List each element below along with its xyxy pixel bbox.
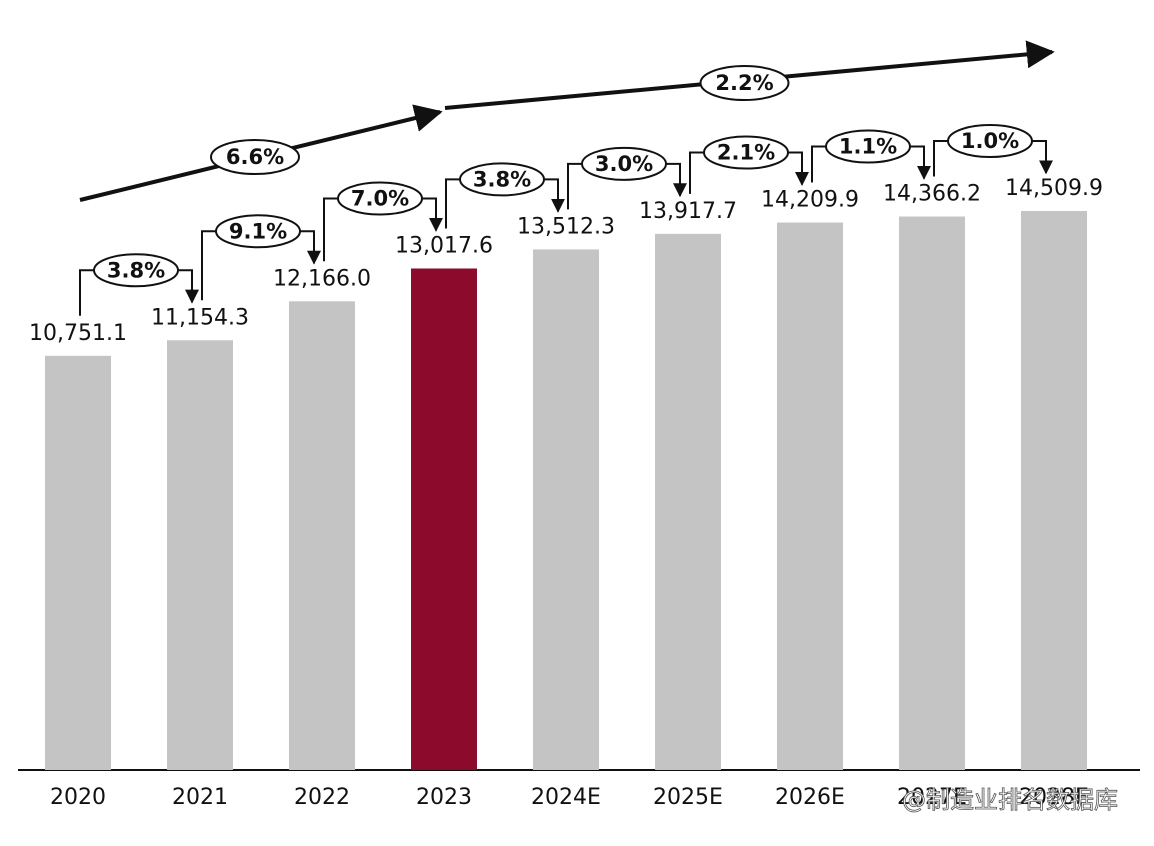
- bar: [1021, 211, 1087, 770]
- watermark: @制造业排名数据库: [902, 786, 1118, 814]
- bar: [655, 233, 721, 770]
- bar: [45, 355, 111, 770]
- x-tick-label: 2028E: [1019, 785, 1089, 810]
- growth-label: 3.0%: [595, 152, 653, 176]
- cagr-badge: [210, 139, 300, 175]
- value-label: 14,509.9: [1005, 176, 1103, 201]
- x-tick-label: 2027E: [897, 785, 967, 810]
- bar: [289, 301, 355, 770]
- value-label: 10,751.1: [29, 321, 127, 346]
- cagr-badge: [699, 65, 790, 101]
- bar: [411, 268, 477, 770]
- cagr-label: 2.2%: [715, 71, 773, 95]
- bar: [533, 249, 599, 770]
- x-tick-label: 2022: [294, 785, 350, 810]
- value-label: 14,366.2: [883, 182, 981, 207]
- growth-label: 7.0%: [351, 186, 409, 210]
- growth-badge: [93, 253, 179, 288]
- value-label: 14,209.9: [761, 188, 859, 213]
- x-tick-label: 2025E: [653, 785, 723, 810]
- value-label: 12,166.0: [273, 266, 371, 291]
- growth-badge: [947, 124, 1033, 158]
- bar: [899, 216, 965, 770]
- x-tick-label: 2023: [416, 785, 472, 810]
- x-tick-label: 2026E: [775, 785, 845, 810]
- growth-badge: [825, 129, 911, 164]
- cagr-label: 6.6%: [226, 145, 284, 169]
- growth-badge: [215, 214, 301, 249]
- growth-label: 3.8%: [473, 167, 531, 191]
- growth-badge: [459, 162, 545, 197]
- growth-badge: [581, 146, 667, 181]
- x-tick-label: 2021: [172, 785, 228, 810]
- bar: [167, 340, 233, 770]
- growth-badge: [337, 181, 423, 216]
- value-label: 11,154.3: [151, 305, 249, 330]
- x-tick-label: 2020: [50, 785, 106, 810]
- x-tick-label: 2024E: [531, 785, 601, 810]
- growth-label: 9.1%: [229, 219, 287, 243]
- value-label: 13,917.7: [639, 199, 737, 224]
- growth-badge: [703, 135, 789, 170]
- growth-label: 3.8%: [107, 258, 165, 282]
- bar: [777, 222, 843, 771]
- value-label: 13,512.3: [517, 214, 615, 239]
- growth-label: 2.1%: [717, 141, 775, 165]
- growth-label: 1.1%: [839, 135, 897, 159]
- growth-label: 1.0%: [961, 129, 1019, 153]
- value-label: 13,017.6: [395, 233, 493, 258]
